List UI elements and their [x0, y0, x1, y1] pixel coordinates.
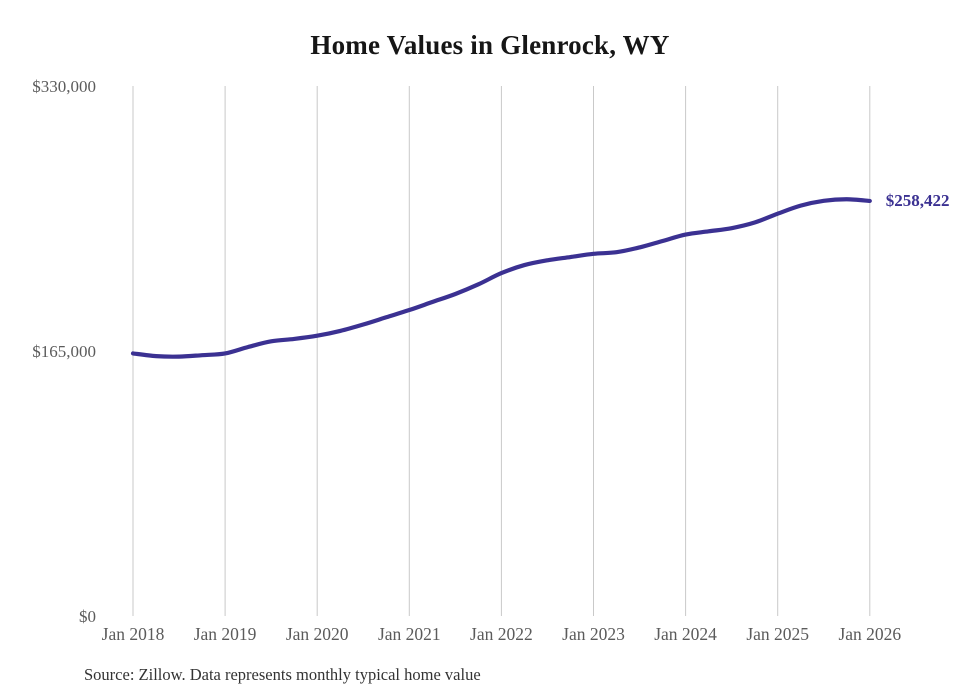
y-axis-tick-label: $165,000 — [32, 342, 96, 361]
x-axis-tick-label: Jan 2022 — [470, 624, 533, 644]
home-value-line-series — [130, 197, 872, 359]
y-axis-labels-group: $0 $165,000 $330,000 — [32, 77, 96, 626]
series-end-value-label: $258,422 — [886, 191, 950, 210]
x-axis-tick-label: Jan 2024 — [654, 624, 717, 644]
page-title: Home Values in Glenrock, WY — [310, 30, 670, 60]
x-axis-tick-label: Jan 2026 — [838, 624, 901, 644]
x-axis-tick-label: Jan 2023 — [562, 624, 625, 644]
x-axis-tick-label: Jan 2018 — [102, 624, 165, 644]
x-axis-tick-label: Jan 2020 — [286, 624, 349, 644]
x-axis-labels-group: Jan 2018 Jan 2019 Jan 2020 Jan 2021 Jan 2022… — [102, 624, 902, 644]
source-caption: Source: Zillow. Data represents monthly … — [84, 665, 481, 684]
x-axis-tick-label: Jan 2021 — [378, 624, 441, 644]
x-axis-tick-label: Jan 2025 — [746, 624, 809, 644]
y-axis-tick-label: $330,000 — [32, 77, 96, 96]
gridlines-group — [132, 86, 871, 616]
y-axis-tick-label: $0 — [79, 607, 96, 626]
x-axis-tick-label: Jan 2019 — [194, 624, 257, 644]
